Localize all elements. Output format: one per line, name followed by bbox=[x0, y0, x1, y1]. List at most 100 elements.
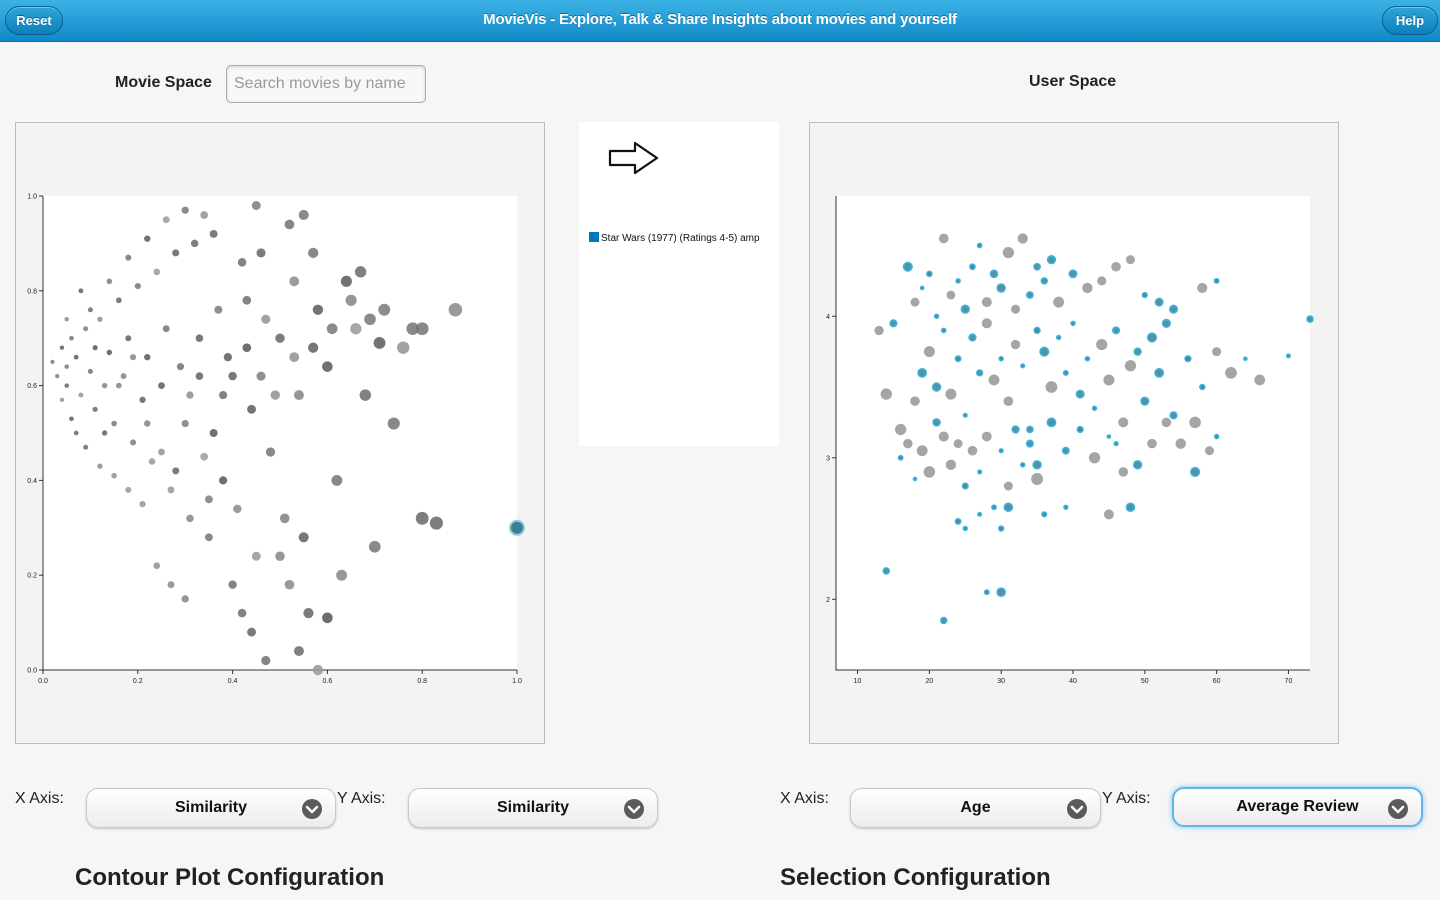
data-point[interactable] bbox=[1254, 374, 1266, 386]
data-point[interactable] bbox=[989, 269, 999, 279]
data-point[interactable] bbox=[1154, 367, 1165, 378]
data-point[interactable] bbox=[219, 390, 228, 400]
data-point[interactable] bbox=[1033, 262, 1041, 271]
data-point[interactable] bbox=[931, 382, 942, 392]
data-point[interactable] bbox=[1075, 389, 1085, 399]
data-point[interactable] bbox=[387, 417, 400, 430]
data-point[interactable] bbox=[312, 664, 324, 676]
data-point[interactable] bbox=[251, 551, 261, 561]
data-point[interactable] bbox=[1140, 396, 1150, 406]
data-point[interactable] bbox=[1084, 355, 1091, 362]
data-point[interactable] bbox=[1096, 338, 1108, 351]
data-point[interactable] bbox=[946, 290, 956, 300]
data-point[interactable] bbox=[1190, 466, 1201, 477]
data-point[interactable] bbox=[1112, 326, 1121, 335]
data-point[interactable] bbox=[1169, 304, 1179, 314]
data-point[interactable] bbox=[242, 343, 252, 353]
data-point[interactable] bbox=[158, 382, 165, 389]
data-point[interactable] bbox=[1091, 405, 1098, 411]
data-point[interactable] bbox=[97, 463, 103, 469]
data-point[interactable] bbox=[148, 458, 156, 465]
data-point[interactable] bbox=[293, 646, 304, 657]
data-point[interactable] bbox=[144, 235, 151, 242]
data-point[interactable] bbox=[897, 454, 904, 461]
data-point[interactable] bbox=[69, 416, 74, 422]
data-point[interactable] bbox=[996, 587, 1006, 597]
data-point[interactable] bbox=[1161, 318, 1171, 328]
data-point[interactable] bbox=[101, 430, 108, 436]
data-point[interactable] bbox=[1046, 255, 1057, 265]
data-point[interactable] bbox=[153, 562, 161, 570]
data-point[interactable] bbox=[938, 233, 949, 244]
data-point[interactable] bbox=[298, 209, 309, 220]
data-point[interactable] bbox=[977, 511, 983, 517]
data-point[interactable] bbox=[1124, 360, 1137, 372]
data-point[interactable] bbox=[923, 346, 935, 358]
data-point[interactable] bbox=[1213, 433, 1220, 440]
data-point[interactable] bbox=[59, 345, 65, 350]
data-point[interactable] bbox=[176, 363, 185, 371]
data-point[interactable] bbox=[1062, 369, 1069, 376]
data-point[interactable] bbox=[981, 318, 992, 329]
data-point[interactable] bbox=[87, 368, 93, 374]
data-point[interactable] bbox=[415, 511, 429, 525]
data-point[interactable] bbox=[59, 397, 65, 403]
data-point[interactable] bbox=[954, 518, 962, 525]
data-point[interactable] bbox=[397, 341, 410, 354]
data-point[interactable] bbox=[1031, 473, 1044, 485]
data-point[interactable] bbox=[1197, 282, 1208, 294]
data-point[interactable] bbox=[106, 278, 113, 285]
data-point[interactable] bbox=[125, 335, 132, 342]
data-point[interactable] bbox=[284, 219, 295, 230]
data-point[interactable] bbox=[1103, 509, 1114, 520]
data-point[interactable] bbox=[1118, 467, 1129, 477]
user-x-axis-select[interactable]: Age bbox=[850, 788, 1101, 828]
data-point[interactable] bbox=[289, 352, 300, 363]
data-point[interactable] bbox=[448, 302, 463, 317]
data-point[interactable] bbox=[977, 469, 983, 475]
data-point[interactable] bbox=[916, 445, 928, 457]
data-point[interactable] bbox=[975, 369, 984, 377]
data-point[interactable] bbox=[1055, 334, 1062, 341]
data-point[interactable] bbox=[139, 396, 146, 403]
data-point[interactable] bbox=[967, 445, 978, 456]
data-point[interactable] bbox=[242, 295, 252, 305]
data-point[interactable] bbox=[429, 516, 443, 530]
data-point[interactable] bbox=[1046, 417, 1057, 428]
data-point[interactable] bbox=[101, 382, 108, 389]
data-point[interactable] bbox=[130, 439, 137, 446]
data-point[interactable] bbox=[237, 608, 247, 618]
data-point[interactable] bbox=[308, 342, 319, 353]
data-point[interactable] bbox=[1026, 291, 1034, 299]
data-point[interactable] bbox=[976, 242, 983, 249]
data-point[interactable] bbox=[167, 581, 175, 589]
data-point[interactable] bbox=[415, 322, 429, 336]
data-point[interactable] bbox=[1026, 425, 1034, 434]
data-point[interactable] bbox=[1032, 460, 1042, 470]
data-point[interactable] bbox=[139, 500, 146, 508]
data-point[interactable] bbox=[298, 532, 309, 543]
data-point[interactable] bbox=[364, 313, 376, 326]
data-point[interactable] bbox=[293, 390, 304, 401]
data-point[interactable] bbox=[1088, 452, 1101, 464]
data-point[interactable] bbox=[55, 373, 60, 379]
data-point[interactable] bbox=[902, 261, 913, 272]
data-point[interactable] bbox=[111, 472, 117, 479]
data-point[interactable] bbox=[912, 476, 918, 482]
data-point[interactable] bbox=[919, 285, 925, 291]
data-point[interactable] bbox=[172, 249, 180, 257]
data-point[interactable] bbox=[996, 283, 1006, 293]
movie-y-axis-select[interactable]: Similarity bbox=[408, 788, 658, 828]
movie-search-input[interactable] bbox=[226, 65, 426, 103]
data-point[interactable] bbox=[1111, 261, 1121, 272]
data-point[interactable] bbox=[962, 412, 968, 418]
data-point[interactable] bbox=[130, 354, 137, 361]
data-point[interactable] bbox=[125, 254, 132, 261]
data-point[interactable] bbox=[144, 353, 151, 361]
data-point[interactable] bbox=[981, 297, 992, 308]
data-point[interactable] bbox=[275, 551, 285, 561]
data-point[interactable] bbox=[200, 211, 209, 219]
data-point[interactable] bbox=[1113, 441, 1119, 447]
data-point[interactable] bbox=[219, 476, 228, 485]
data-point[interactable] bbox=[1147, 438, 1157, 449]
